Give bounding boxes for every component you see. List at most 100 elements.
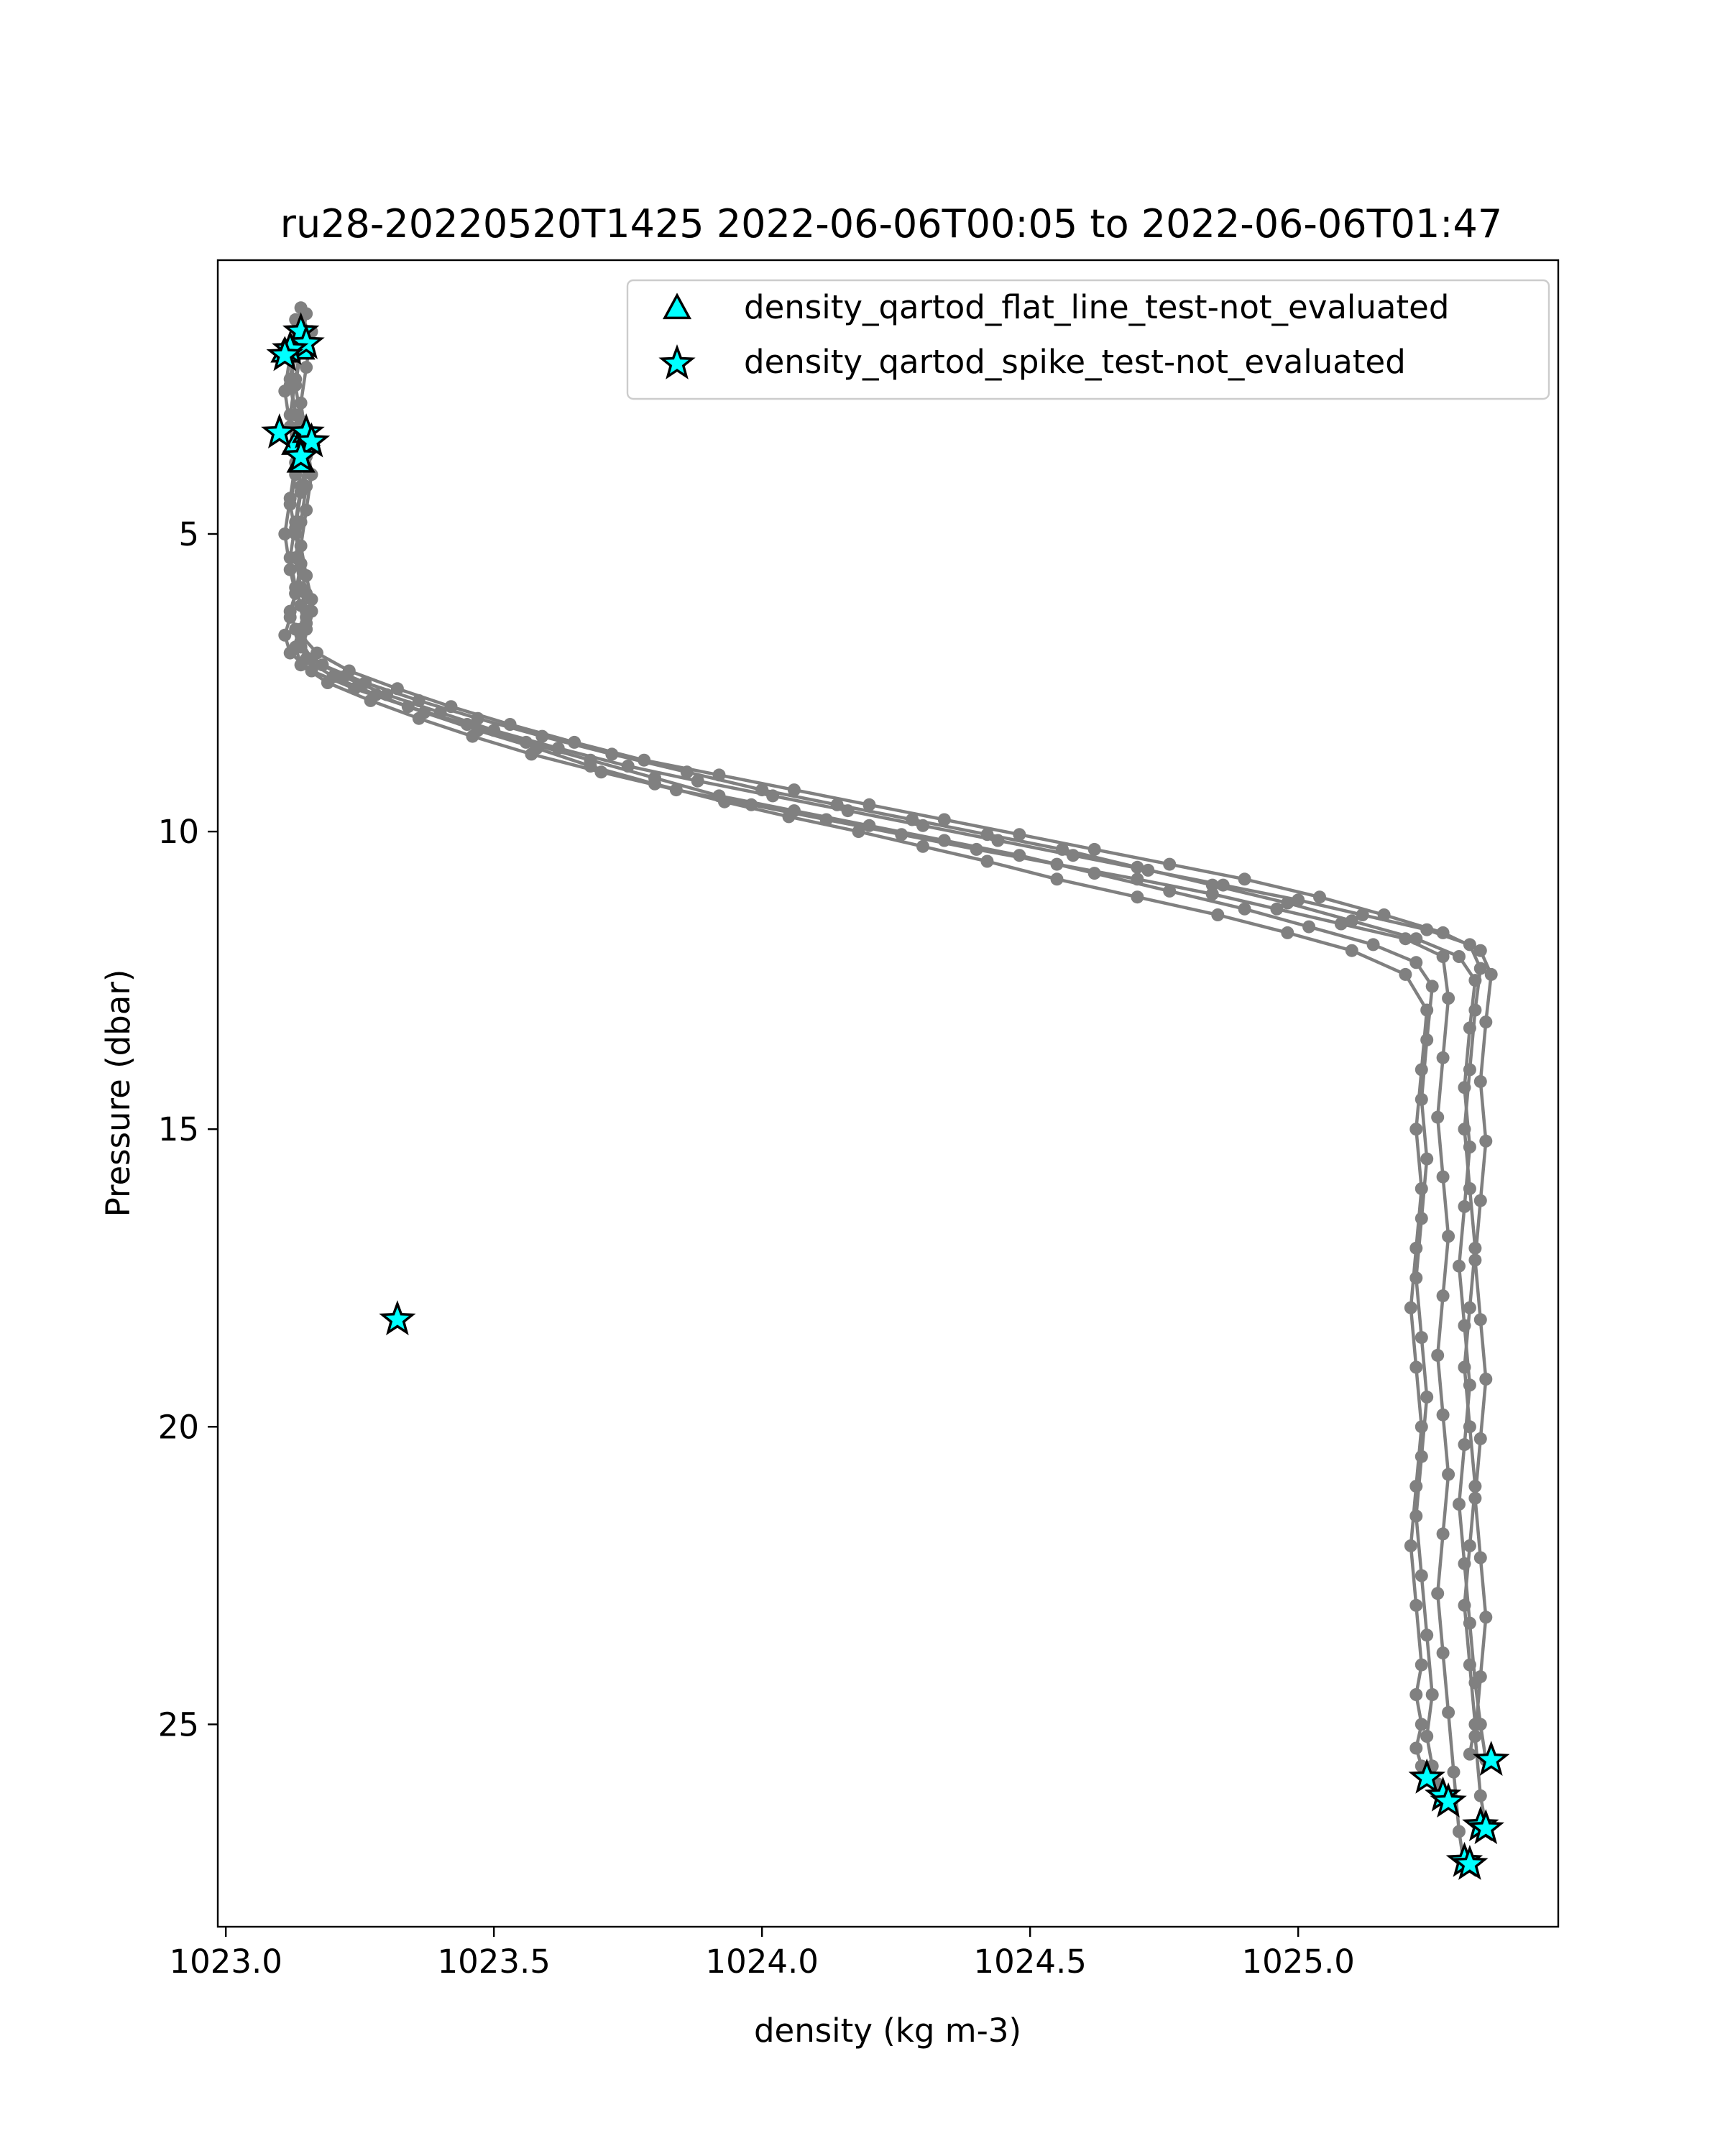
profile-point — [1414, 1658, 1428, 1672]
profile-point — [444, 700, 458, 714]
profile-point — [1473, 1074, 1487, 1088]
spike-test-point — [293, 422, 331, 458]
profile-point — [1463, 1063, 1476, 1077]
profile-point — [1463, 1420, 1476, 1434]
profile-point — [1473, 1313, 1487, 1327]
profile-point — [1453, 1259, 1466, 1273]
spike-test-point — [1467, 1809, 1504, 1845]
profile-point — [305, 652, 318, 665]
profile-point — [1473, 962, 1487, 975]
profile-point — [1463, 938, 1476, 952]
profile-point — [1436, 1289, 1450, 1303]
profile-point — [1404, 1539, 1417, 1552]
profile-point — [980, 854, 994, 868]
profile-point — [1431, 1587, 1445, 1600]
profile-point — [1436, 1527, 1450, 1541]
profile-point — [1420, 923, 1434, 936]
profile-point — [289, 515, 303, 529]
profile-point — [1473, 1432, 1487, 1445]
profile-point — [1463, 1182, 1476, 1195]
profile-point — [1442, 1468, 1455, 1481]
profile-point — [841, 804, 855, 818]
profile-point — [1484, 967, 1498, 981]
profile-point — [1436, 1170, 1450, 1184]
profile-point — [991, 834, 1005, 847]
profile-point — [1087, 842, 1101, 856]
profile-point — [1442, 1230, 1455, 1243]
profile-point — [1366, 938, 1380, 952]
profile-point — [916, 819, 929, 832]
profile-point — [337, 670, 351, 683]
profile-point — [1409, 1741, 1423, 1755]
profile-point — [1205, 888, 1219, 900]
profile-point — [1211, 908, 1225, 921]
profile-point — [294, 599, 308, 612]
profile-point — [1216, 878, 1230, 892]
profile-point — [594, 765, 608, 779]
profile-point — [1479, 1611, 1493, 1624]
profile-point — [283, 408, 297, 422]
profile-point — [283, 610, 297, 624]
profile-point — [1404, 1301, 1417, 1314]
profile-point — [787, 783, 801, 797]
profile-5 — [294, 325, 1498, 1833]
profile-point — [1313, 890, 1326, 904]
profile-point — [1479, 1015, 1493, 1029]
profile-point — [503, 718, 517, 731]
profile-point — [300, 503, 313, 517]
profile-point — [1013, 828, 1026, 842]
profile-point — [1414, 1092, 1428, 1106]
y-axis-label: Pressure (dbar) — [99, 969, 137, 1217]
profile-point — [278, 628, 292, 642]
profile-point — [638, 753, 651, 767]
profile-point — [1436, 1051, 1450, 1064]
profile-point — [1458, 1438, 1471, 1452]
y-axis: 5 10 15 20 25 — [158, 515, 218, 1743]
profile-point — [766, 789, 780, 803]
profile-point — [1420, 1730, 1434, 1743]
profile-point — [1463, 1747, 1476, 1761]
profile-point — [970, 842, 983, 856]
x-tick-label: 1025.0 — [1241, 1943, 1354, 1981]
profile-point — [1420, 1390, 1434, 1404]
profile-point — [1468, 1480, 1482, 1493]
profile-point — [1414, 1569, 1428, 1583]
profile-point — [1281, 926, 1294, 939]
profile-point — [1409, 956, 1423, 969]
spike-test-point — [1430, 1782, 1467, 1818]
profile-point — [294, 539, 308, 553]
profile-point — [916, 839, 929, 853]
profile-point — [1463, 1658, 1476, 1672]
profile-point — [380, 688, 393, 701]
profile-point — [1409, 1598, 1423, 1612]
spike-test-markers — [261, 312, 1510, 1880]
profile-point — [1414, 1450, 1428, 1463]
profile-point — [1458, 1199, 1471, 1213]
profile-point — [1414, 1718, 1428, 1731]
chart-title: ru28-20220520T1425 2022-06-06T00:05 to 2… — [280, 201, 1502, 247]
profile-point — [862, 798, 876, 811]
profile-point — [364, 694, 377, 707]
profile-point — [1050, 872, 1064, 886]
profile-point — [1420, 1033, 1434, 1046]
legend-label-flat-line: density_qartod_flat_line_test-not_evalua… — [744, 288, 1449, 326]
profile-point — [1238, 872, 1251, 886]
profile-point — [1131, 890, 1144, 904]
profile-point — [1473, 944, 1487, 957]
legend-star-icon — [658, 344, 696, 379]
profile-point — [433, 706, 447, 719]
profile-point — [1463, 1539, 1476, 1552]
plot-frame — [216, 259, 1560, 1928]
profile-point — [300, 307, 313, 321]
profile-point — [1473, 1670, 1487, 1684]
profile-point — [1409, 1271, 1423, 1285]
legend-marker-spike — [658, 344, 696, 379]
profile-point — [1409, 1509, 1423, 1523]
profile-point — [1356, 908, 1369, 921]
y-tick-label: 10 — [158, 813, 199, 851]
profile-point — [1292, 893, 1305, 907]
profile-point — [1414, 1212, 1428, 1225]
profile-point — [412, 711, 426, 725]
profile-point — [283, 551, 297, 565]
